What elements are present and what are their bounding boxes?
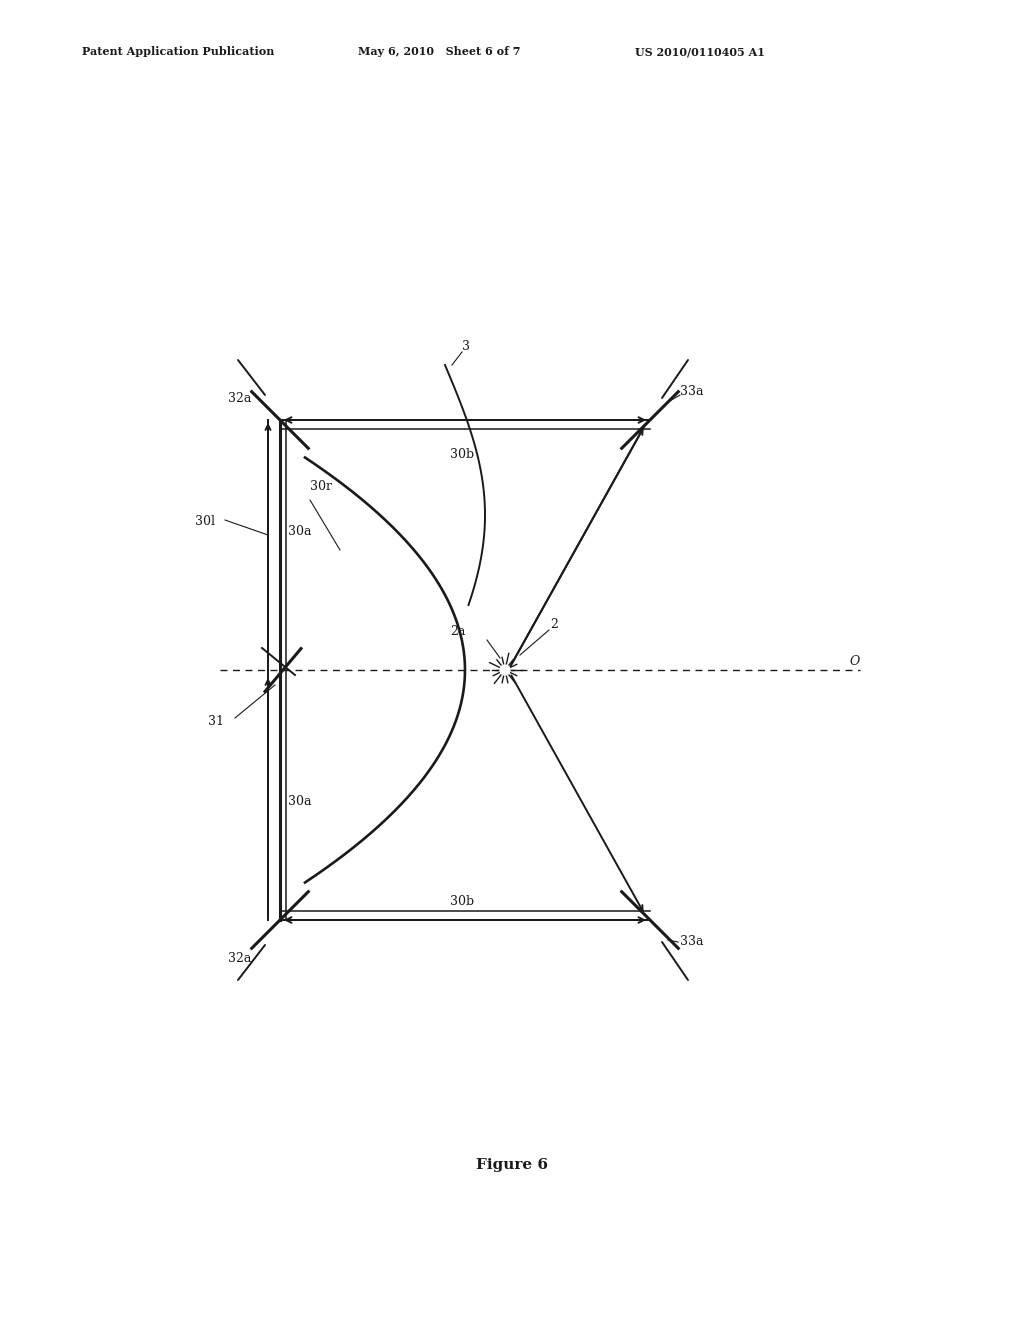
Text: 32a: 32a xyxy=(228,952,251,965)
Text: 33a: 33a xyxy=(680,385,703,399)
Text: O: O xyxy=(850,655,860,668)
Text: May 6, 2010   Sheet 6 of 7: May 6, 2010 Sheet 6 of 7 xyxy=(358,46,521,58)
Text: 3: 3 xyxy=(462,341,470,352)
Text: Figure 6: Figure 6 xyxy=(476,1158,548,1172)
Text: 30b: 30b xyxy=(450,447,474,461)
Text: 2: 2 xyxy=(550,618,558,631)
Text: 32a: 32a xyxy=(228,392,251,405)
Text: 30l: 30l xyxy=(195,515,215,528)
Text: 31: 31 xyxy=(208,715,224,729)
Text: 30b: 30b xyxy=(450,895,474,908)
Text: 30r: 30r xyxy=(310,480,332,492)
Circle shape xyxy=(500,665,510,675)
Text: 30a: 30a xyxy=(288,795,311,808)
Text: Patent Application Publication: Patent Application Publication xyxy=(82,46,274,58)
Text: 33a: 33a xyxy=(680,935,703,948)
Text: 30a: 30a xyxy=(288,525,311,539)
Text: 2a: 2a xyxy=(450,624,465,638)
Text: US 2010/0110405 A1: US 2010/0110405 A1 xyxy=(635,46,765,58)
